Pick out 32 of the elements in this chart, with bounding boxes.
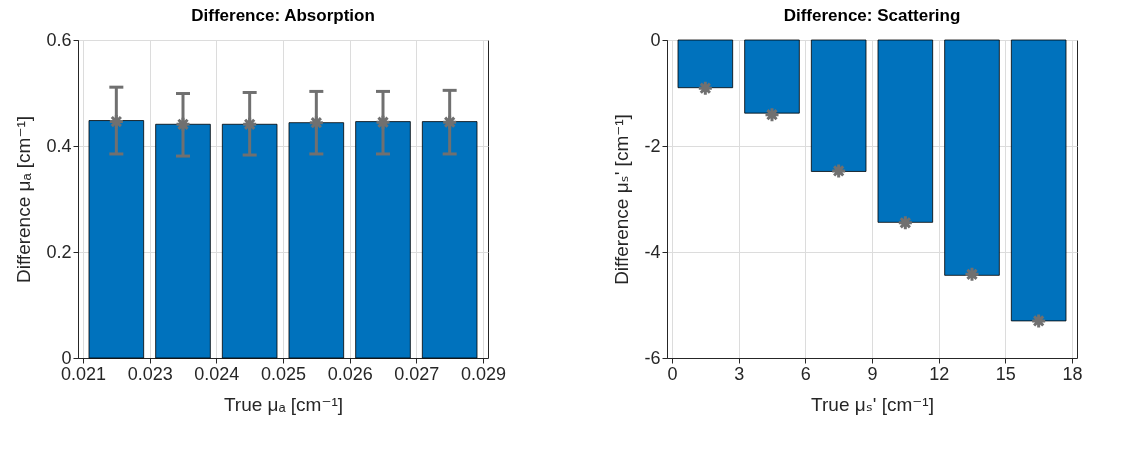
- y-tick-label: -6: [644, 347, 661, 368]
- x-tick-label: 0.027: [394, 363, 440, 384]
- x-tick-label: 0: [667, 363, 678, 384]
- y-axis-title: Difference μₐ [cm⁻¹]: [13, 115, 35, 284]
- x-axis-title: True μₐ [cm⁻¹]: [223, 393, 344, 415]
- y-tick-label: 0: [650, 29, 661, 50]
- chart-title: Difference: Scattering: [783, 6, 961, 25]
- x-tick-label: 0.029: [460, 363, 507, 384]
- y-tick-label: -4: [644, 241, 661, 262]
- y-tick-label: 0.4: [46, 135, 72, 156]
- y-tick-label: 0.2: [46, 241, 72, 262]
- point: [763, 106, 781, 123]
- x-tick-label: 0.025: [260, 363, 307, 384]
- x-tick-label: 18: [1062, 363, 1083, 384]
- x-tick-label: 3: [734, 363, 745, 384]
- x-axis-title: True μₛ' [cm⁻¹]: [811, 393, 934, 415]
- chart-title: Difference: Absorption: [191, 6, 375, 25]
- point: [1030, 312, 1047, 329]
- x-tick-label: 15: [995, 363, 1016, 384]
- x-tick-label: 0.026: [327, 363, 373, 384]
- x-tick-label: 9: [867, 363, 878, 384]
- x-tick-label: 0.023: [127, 363, 173, 384]
- y-axis-title: Difference μₛ' [cm⁻¹]: [611, 114, 633, 285]
- y-tick-label: -2: [644, 135, 661, 156]
- point: [963, 266, 981, 283]
- point: [697, 80, 714, 97]
- point: [830, 162, 847, 179]
- point: [897, 214, 914, 231]
- y-tick-label: 0.6: [46, 29, 72, 50]
- x-tick-label: 12: [929, 363, 950, 384]
- x-tick-label: 6: [800, 363, 811, 384]
- x-tick-label: 0.024: [194, 363, 240, 384]
